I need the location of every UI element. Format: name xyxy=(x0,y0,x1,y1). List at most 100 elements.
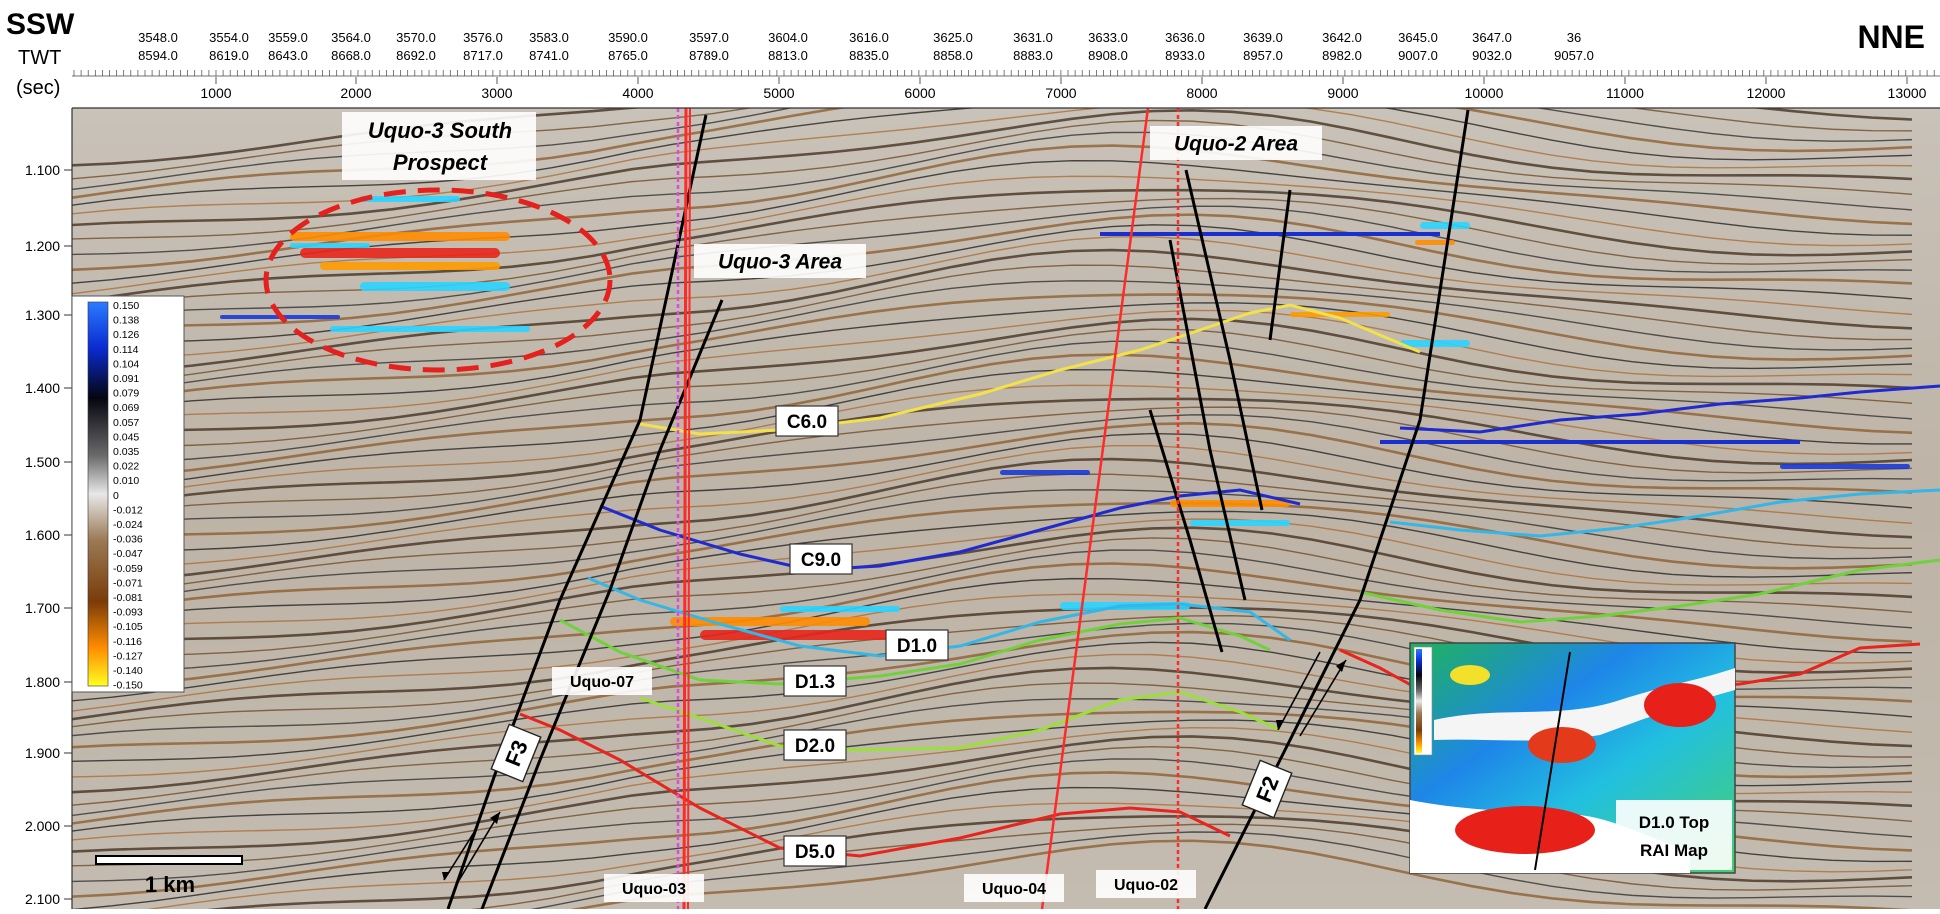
time-tick-label: 1.500 xyxy=(25,454,60,470)
cdp-label: 8933.0 xyxy=(1165,48,1205,63)
horizon-label-box xyxy=(775,405,839,437)
reflector-line xyxy=(72,422,1913,540)
reflector-line xyxy=(72,280,1913,399)
time-tick-label: 1.600 xyxy=(25,527,60,543)
cdp-label: 8765.0 xyxy=(608,48,648,63)
horizon-lines xyxy=(519,303,1940,858)
reflector-line xyxy=(72,537,1913,658)
axis-header: 3548.0 3554.0 3559.0 3564.0 3570.0 3576.0 3583… xyxy=(72,30,1940,101)
time-axis: 1.100 1.200 1.300 1.400 1.500 1.600 1.700 1.800… xyxy=(25,162,72,907)
cdp-label: 8619.0 xyxy=(209,48,249,63)
inset-label-line1: D1.0 Top xyxy=(1639,813,1710,832)
reflector-line xyxy=(72,119,1913,240)
well-label-box xyxy=(1096,870,1196,898)
colorbar-label: 0.114 xyxy=(113,344,139,356)
colorbar-label: 0.057 xyxy=(113,417,139,429)
horizon-line xyxy=(1389,488,1940,538)
colorbar-label: 0.079 xyxy=(113,388,139,400)
inset-red-anomaly xyxy=(1455,806,1595,854)
fault-lines xyxy=(442,109,1470,909)
time-tick-label: 2.000 xyxy=(25,818,60,834)
colorbar-ramp xyxy=(87,301,109,687)
arrow-head xyxy=(1276,720,1284,730)
fault-label-f3-box xyxy=(490,723,542,783)
cdp-label: 9007.0 xyxy=(1398,48,1438,63)
cdp-label: 8668.0 xyxy=(331,48,371,63)
fault-line xyxy=(480,299,724,909)
distance-tick-label: 12000 xyxy=(1747,85,1786,101)
colorbar-label: 0 xyxy=(113,490,119,502)
cdp-label: 9057.0 xyxy=(1554,48,1594,63)
amplitude-anomaly xyxy=(1780,464,1910,469)
annotations: Uquo-3 South Prospect Uquo-3 Area Uquo-2 Ar… xyxy=(95,112,1322,902)
fault-line xyxy=(1168,239,1247,601)
shotpoint-label: 3645.0 xyxy=(1398,30,1438,45)
time-tick-label: 1.800 xyxy=(25,674,60,690)
reflector-line xyxy=(72,188,1913,304)
horizon-line xyxy=(639,690,1281,752)
distance-tick-label: 6000 xyxy=(904,85,935,101)
well-label: Uquo-02 xyxy=(1114,877,1178,894)
well-label-box xyxy=(964,874,1064,902)
colorbar-label: -0.047 xyxy=(113,548,143,560)
reflector-line xyxy=(72,445,1913,569)
time-tick-label: 2.100 xyxy=(25,891,60,907)
shotpoint-label: 3554.0 xyxy=(209,30,249,45)
reflector-line xyxy=(72,224,1913,345)
amplitude-anomaly xyxy=(1290,312,1390,317)
cdp-label: 8813.0 xyxy=(768,48,808,63)
slip-arrow xyxy=(443,825,479,881)
inset-section-line xyxy=(1534,651,1571,871)
scale-bar-label: 1 km xyxy=(145,872,195,897)
shotpoint-label: 3583.0 xyxy=(529,30,569,45)
reflector-line xyxy=(470,823,1913,909)
well-label: Uquo-03 xyxy=(622,881,686,898)
reflector-line xyxy=(72,159,1913,284)
amplitude-anomaly xyxy=(1000,470,1090,475)
horizon-line xyxy=(1359,558,1940,624)
amplitude-anomaly xyxy=(290,243,370,248)
well-path-uquo03-red-2 xyxy=(687,108,691,909)
reflector-line xyxy=(72,501,1913,617)
reflector-line xyxy=(72,397,1913,512)
arrow-head xyxy=(1336,660,1346,672)
horizon-line xyxy=(559,616,1271,686)
shotpoint-label: 36 xyxy=(1567,30,1581,45)
cdp-label: 8835.0 xyxy=(849,48,889,63)
cdp-label: 8858.0 xyxy=(933,48,973,63)
well-paths xyxy=(676,108,1180,909)
colorbar-label: -0.024 xyxy=(113,519,143,531)
fault-line xyxy=(446,114,708,909)
fault-line xyxy=(1148,409,1224,653)
amplitude-anomaly xyxy=(1415,240,1455,245)
colorbar-label: -0.140 xyxy=(113,665,143,677)
distance-tick-label: 4000 xyxy=(622,85,653,101)
twt-row-label: TWT xyxy=(18,47,61,69)
arrow-head xyxy=(442,872,450,880)
reflector-line xyxy=(72,317,1913,436)
horizon-line xyxy=(1399,384,1940,434)
amplitude-colorbar: 0.150 0.138 0.126 0.114 0.104 0.091 0.079 0.069… xyxy=(71,295,185,693)
horizon-label-box xyxy=(783,835,847,867)
colorbar-label: -0.116 xyxy=(113,636,142,648)
colorbar-label: -0.150 xyxy=(113,680,143,692)
colorbar-label: 0.126 xyxy=(113,329,139,341)
reflector-line xyxy=(72,131,1913,256)
reflector-line xyxy=(72,577,1913,702)
distance-tick-label: 11000 xyxy=(1606,85,1644,101)
fault-line xyxy=(1184,169,1264,511)
inset-white-band xyxy=(1434,668,1735,741)
horizon-line xyxy=(599,488,1301,572)
amplitude-anomaly xyxy=(320,262,500,270)
amplitude-anomaly xyxy=(330,326,530,332)
cdp-label: 8883.0 xyxy=(1013,48,1053,63)
distance-tick-label: 5000 xyxy=(763,85,794,101)
cdp-label: 8692.0 xyxy=(396,48,436,63)
fault-line xyxy=(1268,189,1292,341)
area-label-uquo2: Uquo-2 Area xyxy=(1174,133,1298,156)
colorbar-label: -0.071 xyxy=(113,577,143,589)
colorbar-label: 0.150 xyxy=(113,300,139,312)
amplitude-anomaly xyxy=(1190,520,1290,526)
horizon-label-box xyxy=(789,543,853,575)
amplitude-anomaly xyxy=(360,196,460,202)
